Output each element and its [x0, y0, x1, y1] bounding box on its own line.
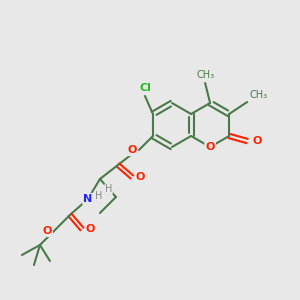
Text: N: N	[83, 194, 93, 204]
Text: H: H	[105, 184, 112, 194]
Text: O: O	[206, 142, 215, 152]
Text: H: H	[95, 191, 102, 201]
Text: O: O	[86, 224, 95, 234]
Text: O: O	[128, 145, 137, 155]
Text: O: O	[43, 226, 52, 236]
Text: CH₃: CH₃	[196, 70, 214, 80]
Text: Cl: Cl	[139, 83, 151, 93]
Text: CH₃: CH₃	[249, 90, 267, 100]
Text: O: O	[136, 172, 145, 182]
Text: O: O	[252, 136, 262, 146]
